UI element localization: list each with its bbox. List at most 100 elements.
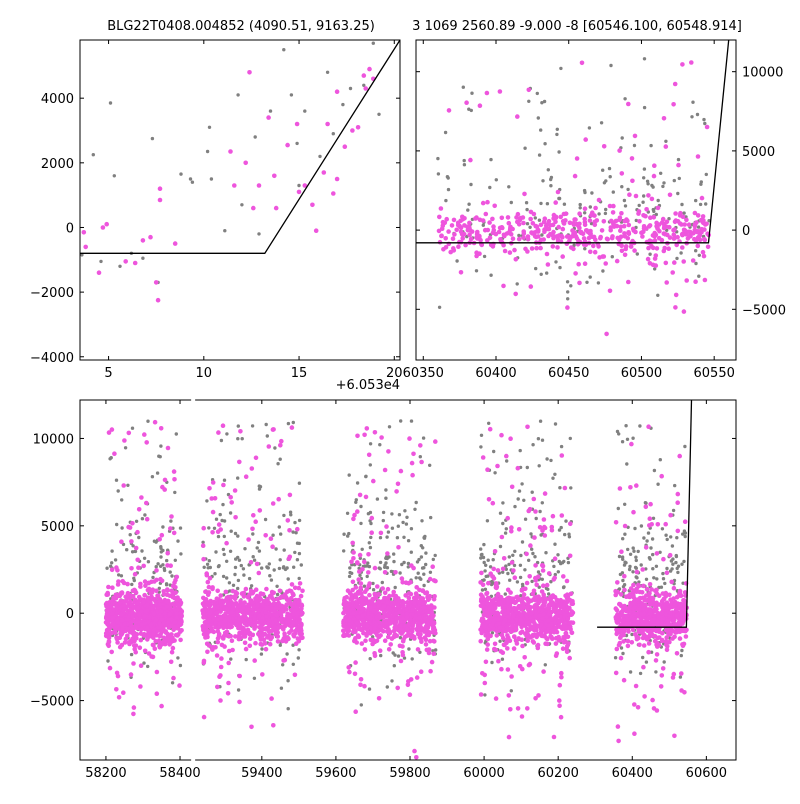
data-point-pink (260, 672, 265, 677)
data-point-pink (577, 281, 582, 286)
data-point-gray (368, 687, 371, 690)
data-point-gray (648, 253, 651, 256)
data-point-pink (363, 86, 368, 91)
data-point-gray (600, 121, 603, 124)
data-point-gray (538, 464, 541, 467)
data-point-pink (291, 591, 296, 596)
data-point-gray (530, 548, 533, 551)
data-point-pink (260, 602, 265, 607)
data-point-pink (551, 244, 556, 249)
data-point-gray (179, 526, 182, 529)
data-point-pink (269, 696, 274, 701)
data-point-pink (255, 603, 260, 608)
data-point-pink (678, 213, 683, 218)
data-point-pink (528, 217, 533, 222)
data-point-gray (156, 562, 159, 565)
data-point-pink (700, 196, 705, 201)
data-point-pink (158, 645, 163, 650)
data-point-gray (429, 571, 432, 574)
data-point-pink (82, 230, 87, 235)
data-point-pink (574, 234, 579, 239)
data-point-pink (206, 629, 211, 634)
data-point-pink (676, 163, 681, 168)
data-point-gray (221, 503, 224, 506)
data-point-pink (644, 207, 649, 212)
data-point-pink (367, 593, 372, 598)
data-point-gray (222, 575, 225, 578)
data-point-gray (397, 525, 400, 528)
data-point-pink (292, 612, 297, 617)
data-point-pink (636, 211, 641, 216)
data-point-gray (566, 297, 569, 300)
data-point-pink (133, 572, 138, 577)
data-point-gray (415, 576, 418, 579)
data-point-pink (135, 632, 140, 637)
data-point-gray (549, 459, 552, 462)
data-point-pink (252, 658, 257, 663)
data-point-pink (378, 648, 383, 653)
data-point-pink (569, 245, 574, 250)
data-point-pink (416, 647, 421, 652)
data-point-gray (553, 543, 556, 546)
data-point-gray (563, 533, 566, 536)
data-point-pink (343, 144, 348, 149)
data-point-pink (104, 631, 109, 636)
data-point-gray (699, 203, 702, 206)
data-point-pink (459, 270, 464, 275)
data-point-pink (443, 221, 448, 226)
data-point-gray (552, 565, 555, 568)
data-point-pink (225, 607, 230, 612)
x-tick-label: 20 (386, 366, 403, 381)
data-point-pink (419, 669, 424, 674)
data-point-gray (369, 536, 372, 539)
data-point-gray (163, 567, 166, 570)
data-point-pink (487, 220, 492, 225)
data-point-pink (378, 633, 383, 638)
data-point-gray (393, 664, 396, 667)
data-point-pink (253, 519, 258, 524)
data-point-gray (109, 565, 112, 568)
data-point-pink (456, 244, 461, 249)
data-point-gray (109, 101, 112, 104)
data-point-gray (558, 528, 561, 531)
data-point-gray (118, 265, 121, 268)
data-point-pink (396, 545, 401, 550)
data-point-gray (698, 254, 701, 257)
data-point-pink (271, 427, 276, 432)
data-point-gray (680, 203, 683, 206)
data-point-pink (266, 115, 271, 120)
data-point-pink (671, 102, 676, 107)
data-point-gray (526, 222, 529, 225)
data-point-pink (364, 587, 369, 592)
data-point-pink (250, 527, 255, 532)
data-point-pink (450, 223, 455, 228)
data-point-gray (151, 475, 154, 478)
data-point-gray (383, 566, 386, 569)
data-point-pink (249, 560, 254, 565)
data-point-pink (153, 646, 158, 651)
data-point-gray (422, 573, 425, 576)
data-point-gray (467, 203, 470, 206)
data-point-pink (106, 585, 111, 590)
data-point-pink (554, 215, 559, 220)
data-point-pink (229, 595, 234, 600)
data-point-pink (127, 431, 132, 436)
data-point-gray (208, 126, 211, 129)
x-tick-label: 10 (196, 366, 213, 381)
data-point-gray (467, 108, 470, 111)
data-point-pink (486, 581, 491, 586)
data-point-pink (585, 228, 590, 233)
data-point-pink (671, 228, 676, 233)
data-point-pink (111, 615, 116, 620)
data-point-pink (646, 193, 651, 198)
data-point-gray (585, 281, 588, 284)
data-point-gray (531, 443, 534, 446)
data-point-gray (679, 251, 682, 254)
data-point-pink (145, 602, 150, 607)
data-point-gray (621, 136, 624, 139)
data-point-pink (546, 234, 551, 239)
data-point-pink (131, 638, 136, 643)
y-tick-label: 4000 (41, 92, 74, 107)
data-point-gray (217, 565, 220, 568)
data-point-pink (247, 70, 252, 75)
